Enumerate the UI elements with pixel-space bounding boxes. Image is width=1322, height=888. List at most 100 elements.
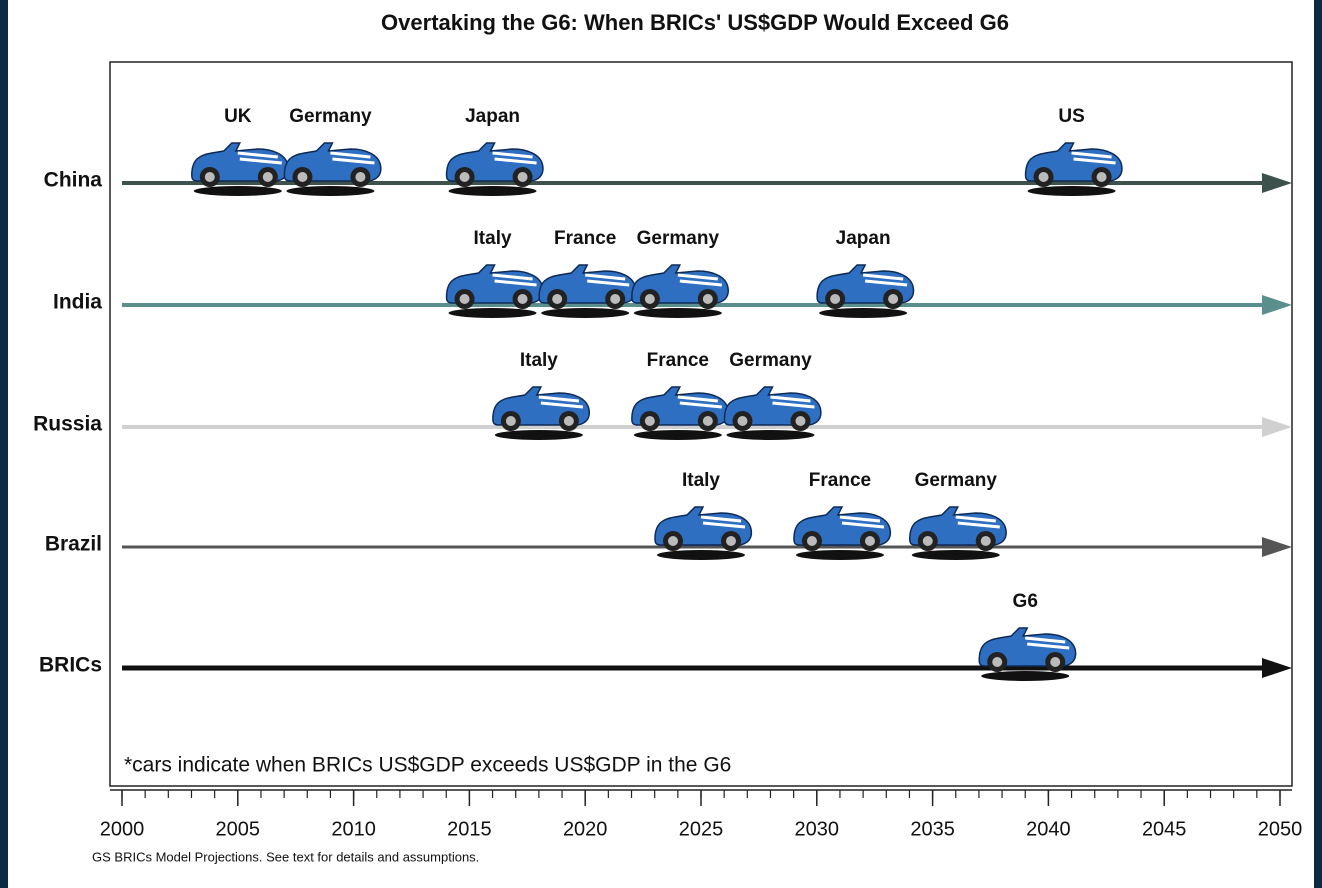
car-hub (355, 172, 366, 182)
car-hub (888, 294, 899, 304)
car-stripe (1071, 151, 1116, 165)
car (816, 264, 915, 318)
car (654, 506, 753, 560)
car-hub (992, 657, 1003, 667)
car-hub (830, 294, 841, 304)
car-hub (668, 536, 678, 546)
car-hub (737, 416, 748, 426)
car-hub (552, 294, 563, 304)
car-label: Japan (465, 106, 520, 127)
car-shadow (911, 550, 1000, 560)
chart-title: Overtaking the G6: When BRICs' US$GDP Wo… (381, 10, 1009, 35)
car-stripe (237, 151, 282, 165)
row-label: India (53, 291, 102, 314)
row-label: BRICs (39, 654, 102, 677)
car (283, 142, 382, 196)
car-label: Germany (729, 350, 812, 371)
car-hub (922, 536, 933, 546)
car-stripe (955, 515, 1000, 529)
x-tick-label: 2000 (100, 818, 145, 840)
car-shadow (981, 671, 1070, 681)
car-hub (459, 294, 470, 304)
car (631, 386, 729, 440)
car (909, 506, 1007, 560)
car-hub (702, 416, 713, 426)
x-tick-label: 2030 (795, 818, 840, 840)
arrow-head (1262, 537, 1292, 557)
car-hub (644, 416, 655, 426)
x-tick-label: 2045 (1142, 818, 1187, 840)
x-tick-label: 2015 (447, 818, 492, 840)
x-tick-label: 2035 (910, 818, 955, 840)
car-hub (806, 536, 817, 546)
car-shadow (633, 430, 722, 440)
car-label: Italy (682, 470, 720, 491)
car-stripe (770, 395, 815, 409)
car-shadow (726, 430, 815, 440)
car-hub (262, 172, 273, 182)
car-hub (610, 294, 621, 304)
car-hub (864, 536, 875, 546)
arrow-head (1262, 658, 1292, 678)
panel (8, 0, 1314, 888)
car-hub (517, 172, 528, 182)
car (723, 386, 822, 440)
x-tick-label: 2020 (563, 818, 608, 840)
row-label: Russia (33, 413, 102, 436)
car-label: Germany (637, 228, 720, 249)
car-label: UK (224, 106, 252, 127)
car-shadow (193, 186, 282, 196)
car-label: Italy (520, 350, 558, 371)
car-shadow (448, 186, 537, 196)
car-shadow (541, 308, 630, 318)
car (631, 264, 729, 318)
car-stripe (839, 515, 885, 529)
car-hub (563, 416, 574, 426)
car-shadow (795, 550, 884, 560)
car-hub (644, 294, 655, 304)
note: *cars indicate when BRICs US$GDP exceeds… (124, 754, 731, 777)
car-label: US (1058, 106, 1084, 127)
car-hub (505, 416, 516, 426)
car-shadow (657, 550, 745, 560)
car-label: Germany (289, 106, 372, 127)
car-hub (980, 536, 991, 546)
x-tick-label: 2025 (679, 818, 724, 840)
car-hub (1050, 657, 1061, 667)
x-tick-label: 2010 (331, 818, 376, 840)
car-hub (726, 536, 736, 546)
car-stripe (677, 273, 722, 287)
car (1024, 142, 1123, 196)
arrow-head (1262, 295, 1292, 315)
row-label: Brazil (45, 533, 102, 556)
plot-frame (109, 61, 1293, 787)
car-stripe (700, 515, 746, 529)
car-shadow (286, 186, 375, 196)
car-shadow (819, 308, 908, 318)
car-stripe (677, 395, 722, 409)
x-tick-label: 2050 (1258, 818, 1303, 840)
car-stripe (1025, 636, 1070, 650)
car (191, 142, 289, 196)
car-label: Italy (474, 228, 512, 249)
source: GS BRICs Model Projections. See text for… (92, 849, 479, 864)
car-label: France (554, 228, 616, 249)
car-hub (459, 172, 470, 182)
car-shadow (494, 430, 583, 440)
car (445, 264, 544, 318)
x-tick-label: 2005 (216, 818, 261, 840)
car-hub (702, 294, 713, 304)
x-tick-label: 2040 (1026, 818, 1071, 840)
car-shadow (1027, 186, 1116, 196)
car-label: Japan (836, 228, 891, 249)
car-label: France (809, 470, 871, 491)
row-label: China (44, 169, 103, 192)
car-stripe (492, 273, 537, 287)
car-hub (1096, 172, 1107, 182)
car-stripe (862, 273, 908, 287)
car (445, 142, 544, 196)
car-shadow (633, 308, 722, 318)
car-hub (297, 172, 308, 182)
car-hub (795, 416, 806, 426)
